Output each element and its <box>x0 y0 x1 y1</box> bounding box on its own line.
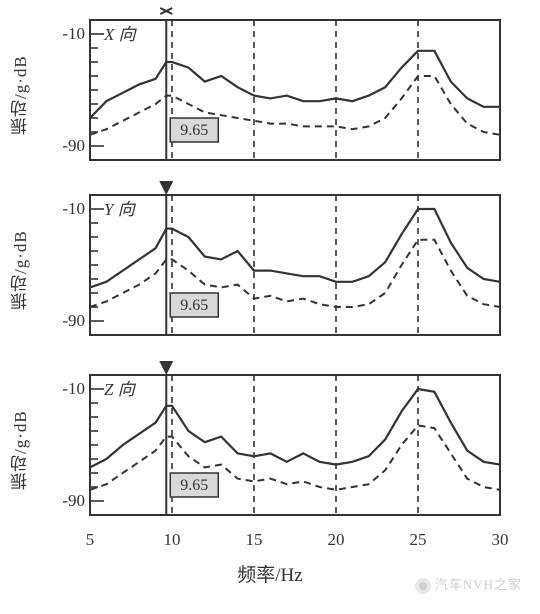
x-tick-label: 30 <box>480 530 520 550</box>
y-tick-label: -10 <box>40 24 85 44</box>
cursor-marker-icon <box>159 181 173 195</box>
wechat-icon <box>415 578 431 594</box>
panel-title: Y 向 <box>104 200 137 219</box>
watermark: 汽车NVH之家 <box>415 574 522 594</box>
panel-z: Z 向 9.65 <box>90 375 500 515</box>
x-tick-label: 5 <box>70 530 110 550</box>
panel-x: X 向 9.65 <box>90 20 500 160</box>
y-tick-label: -90 <box>40 136 85 156</box>
cursor-value-text: 9.65 <box>180 122 208 139</box>
y-axis-label-1: 振动/g·dB <box>8 220 38 320</box>
panel-y: Y 向 9.65 <box>90 195 500 335</box>
x-tick-label: 15 <box>234 530 274 550</box>
x-tick-label: 25 <box>398 530 438 550</box>
x-tick-label: 20 <box>316 530 356 550</box>
y-tick-label: -10 <box>40 379 85 399</box>
y-tick-label: -10 <box>40 199 85 219</box>
x-tick-label: 10 <box>152 530 192 550</box>
y-tick-label: -90 <box>40 311 85 331</box>
cursor-value-text: 9.65 <box>180 477 208 494</box>
y-tick-label: -90 <box>40 491 85 511</box>
panel-title: X 向 <box>103 25 138 44</box>
watermark-text: 汽车NVH之家 <box>435 577 522 592</box>
cursor-value-text: 9.65 <box>180 297 208 314</box>
panel-title: Z 向 <box>104 380 137 399</box>
cursor-marker-icon <box>160 8 172 14</box>
y-axis-label-2: 振动/g·dB <box>8 400 38 500</box>
y-axis-label-0: 振动/g·dB <box>8 45 38 145</box>
figure-root: 振动/g·dB 振动/g·dB 振动/g·dB -10 -90 -10 -90 -10 -… <box>0 0 540 614</box>
cursor-marker-icon <box>159 361 173 375</box>
